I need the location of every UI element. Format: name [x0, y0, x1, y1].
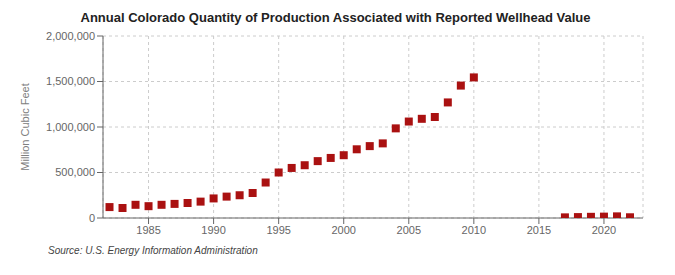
svg-text:Million Cubic Feet: Million Cubic Feet	[19, 83, 31, 170]
html-text:Source: U.S. Energy Informatio: Source: U.S. Energy Information Administ…	[48, 245, 258, 256]
svg-text:500,000: 500,000	[55, 166, 95, 178]
svg-text:2010: 2010	[462, 224, 486, 236]
svg-text:1990: 1990	[201, 224, 225, 236]
svg-text:2020: 2020	[592, 224, 616, 236]
svg-text:1,500,000: 1,500,000	[46, 75, 95, 87]
svg-text:1995: 1995	[266, 224, 290, 236]
svg-text:1,000,000: 1,000,000	[46, 121, 95, 133]
svg-text:1985: 1985	[136, 224, 160, 236]
svg-text:2005: 2005	[397, 224, 421, 236]
svg-text:0: 0	[89, 212, 95, 224]
html-text:Annual Colorado Quantity of Pr: Annual Colorado Quantity of Production A…	[80, 10, 591, 25]
svg-text:2015: 2015	[527, 224, 551, 236]
svg-text:2,000,000: 2,000,000	[46, 30, 95, 42]
svg-text:2000: 2000	[331, 224, 355, 236]
